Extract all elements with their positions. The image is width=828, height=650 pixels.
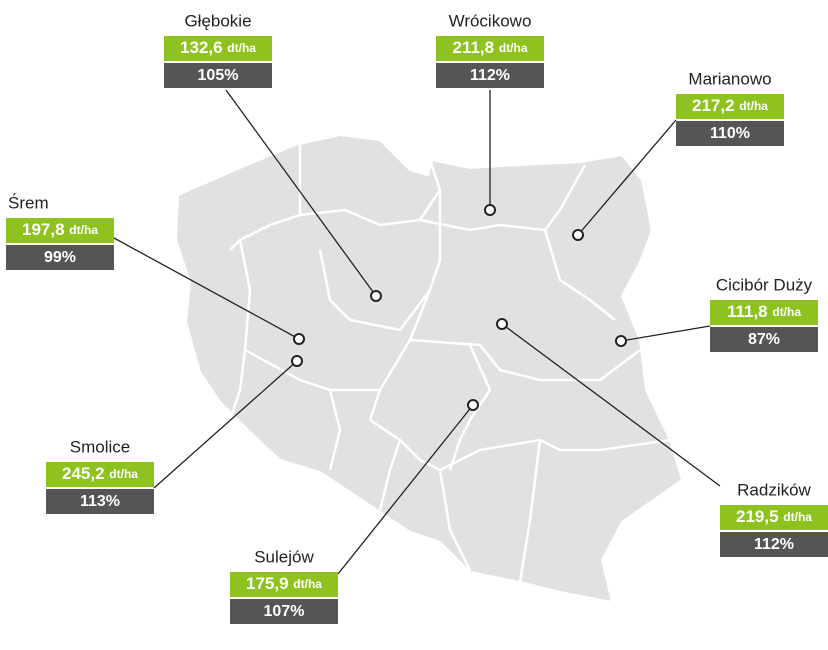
yield-label: 217,2 dt/ha (692, 96, 768, 115)
station-name: Głębokie (184, 11, 251, 30)
yield-unit: dt/ha (772, 305, 801, 319)
country-shape (174, 133, 684, 604)
station-point (484, 204, 496, 216)
leader-line (113, 237, 300, 340)
yield-value: 217,2 (692, 96, 735, 115)
percent-label: 105% (198, 67, 239, 84)
yield-box (676, 94, 784, 119)
yield-value: 219,5 (736, 507, 779, 526)
station-name: Radzików (737, 480, 811, 499)
station: Śrem 197,8 dt/ha 99% (6, 193, 305, 345)
yield-unit: dt/ha (783, 510, 812, 524)
yield-unit: dt/ha (69, 223, 98, 237)
yield-label: 245,2 dt/ha (62, 464, 138, 483)
station: Marianowo 217,2 dt/ha 110% (572, 69, 784, 241)
station-name: Cicibór Duży (716, 275, 813, 294)
percent-label: 112% (470, 67, 510, 84)
station-name: Śrem (8, 193, 49, 212)
yield-value: 211,8 (452, 38, 494, 57)
region-borders (228, 140, 671, 583)
leader-line (225, 89, 377, 297)
yield-value: 111,8 (727, 302, 768, 321)
station-point (291, 355, 303, 367)
station-point (496, 318, 508, 330)
leader-line (620, 325, 711, 342)
percent-label: 107% (264, 603, 305, 620)
yield-box (436, 36, 544, 61)
station: Sulejów 175,9 dt/ha 107% (230, 399, 479, 624)
station: Cicibór Duży 111,8 dt/ha 87% (615, 275, 818, 352)
station-name: Marianowo (688, 69, 771, 88)
percent-box (676, 121, 784, 146)
station-name: Wrócikowo (449, 11, 532, 30)
yield-label: 211,8 dt/ha (452, 38, 527, 57)
leader-line (577, 119, 677, 236)
yield-box (230, 572, 338, 597)
station-point (572, 229, 584, 241)
yield-box (164, 36, 272, 61)
yield-label: 219,5 dt/ha (736, 507, 812, 526)
percent-box (164, 63, 272, 88)
station: Głębokie 132,6 dt/ha 105% (164, 11, 382, 302)
yield-unit: dt/ha (293, 577, 322, 591)
station: Smolice 245,2 dt/ha 113% (46, 355, 303, 514)
percent-box (6, 245, 114, 270)
yield-unit: dt/ha (739, 99, 768, 113)
percent-box (230, 599, 338, 624)
percent-label: 110% (710, 125, 750, 142)
yield-unit: dt/ha (499, 41, 528, 55)
station-point (293, 333, 305, 345)
station-point (615, 335, 627, 347)
station: Wrócikowo 211,8 dt/ha 112% (436, 11, 544, 216)
station-point (370, 290, 382, 302)
poland-map (174, 133, 684, 604)
station-name: Sulejów (254, 547, 314, 566)
yield-value: 245,2 (62, 464, 105, 483)
yield-value: 197,8 (22, 220, 65, 239)
station-point (467, 399, 479, 411)
percent-label: 112% (754, 536, 794, 553)
yield-box (46, 462, 154, 487)
yield-label: 132,6 dt/ha (180, 38, 256, 57)
percent-label: 113% (80, 493, 120, 510)
station-name: Smolice (70, 437, 130, 456)
yield-box (720, 505, 828, 530)
yield-value: 132,6 (180, 38, 223, 57)
leader-line (153, 360, 298, 489)
yield-box (6, 218, 114, 243)
yield-label: 175,9 dt/ha (246, 574, 322, 593)
percent-box (436, 63, 544, 88)
leader-line (337, 404, 474, 575)
station-labels: Głębokie 132,6 dt/ha 105% Wrócikowo 211,8 dt… (6, 11, 828, 624)
percent-label: 99% (44, 249, 76, 266)
yield-box (710, 300, 818, 325)
yield-label: 197,8 dt/ha (22, 220, 98, 239)
leader-line (501, 323, 721, 487)
percent-box (46, 489, 154, 514)
station: Radzików 219,5 dt/ha 112% (496, 318, 828, 557)
yield-label: 111,8 dt/ha (727, 302, 801, 321)
percent-label: 87% (748, 331, 780, 348)
percent-box (710, 327, 818, 352)
yield-value: 175,9 (246, 574, 289, 593)
yield-unit: dt/ha (109, 467, 138, 481)
percent-box (720, 532, 828, 557)
yield-unit: dt/ha (227, 41, 256, 55)
